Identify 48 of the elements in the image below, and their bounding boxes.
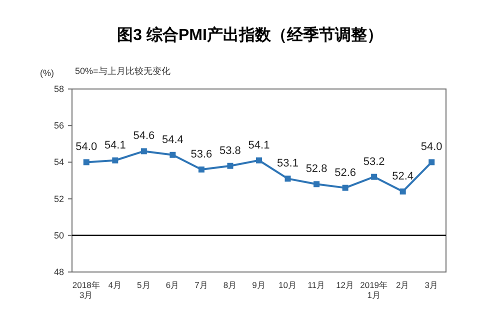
x-tick-label: 4月 (108, 280, 122, 290)
y-tick-label: 52 (54, 194, 64, 204)
x-tick-label: 8月 (223, 280, 238, 290)
data-label: 52.6 (334, 166, 356, 179)
data-label: 54.1 (248, 139, 270, 152)
data-label: 52.8 (306, 163, 328, 176)
y-tick-label: 48 (54, 267, 64, 277)
data-label: 53.1 (277, 158, 298, 170)
point (428, 159, 435, 166)
data-label: 53.2 (363, 156, 385, 168)
y-tick-label: 58 (54, 84, 64, 94)
data-label: 54.0 (76, 141, 98, 154)
chart-title: 图3 综合PMI产出指数（经季节调整） (117, 26, 383, 44)
data-label: 54.1 (104, 139, 126, 152)
point (170, 152, 176, 158)
x-tick-label: 6月 (166, 280, 180, 290)
point (371, 174, 378, 180)
point (140, 148, 147, 154)
y-tick-label: 56 (54, 120, 64, 131)
point (198, 166, 204, 173)
y-axis-title: (%) (40, 68, 54, 78)
data-label: 52.4 (392, 170, 414, 182)
point (112, 157, 118, 164)
text: 50%=与上月比较无变化 (75, 66, 170, 76)
x-tick-label: 2019年 1月 (360, 280, 388, 300)
point (256, 157, 262, 164)
y-tick-label: 54 (54, 157, 64, 168)
data-label: 53.8 (220, 144, 241, 157)
data-label: 53.6 (190, 148, 212, 161)
point (400, 188, 406, 194)
x-tick-label: 3月 (424, 280, 438, 290)
x-tick-label: 5月 (137, 280, 151, 290)
data-label: 54.4 (162, 134, 184, 146)
x-tick-label: 11月 (308, 280, 326, 290)
point (342, 184, 348, 191)
data-label: 54.6 (133, 130, 155, 142)
point (83, 159, 90, 166)
x-tick-label: 12月 (336, 280, 355, 290)
data-label: 54.0 (420, 141, 442, 154)
point (227, 162, 234, 169)
x-tick-label: 2月 (396, 280, 410, 290)
x-tick-label: 7月 (194, 280, 208, 290)
point (284, 176, 291, 182)
x-tick-label: 9月 (252, 280, 266, 290)
x-tick-label: 10月 (278, 280, 298, 290)
y-tick-label: 50 (54, 230, 64, 240)
x-tick-label: 2018年 3月 (72, 280, 100, 300)
point (314, 181, 320, 188)
